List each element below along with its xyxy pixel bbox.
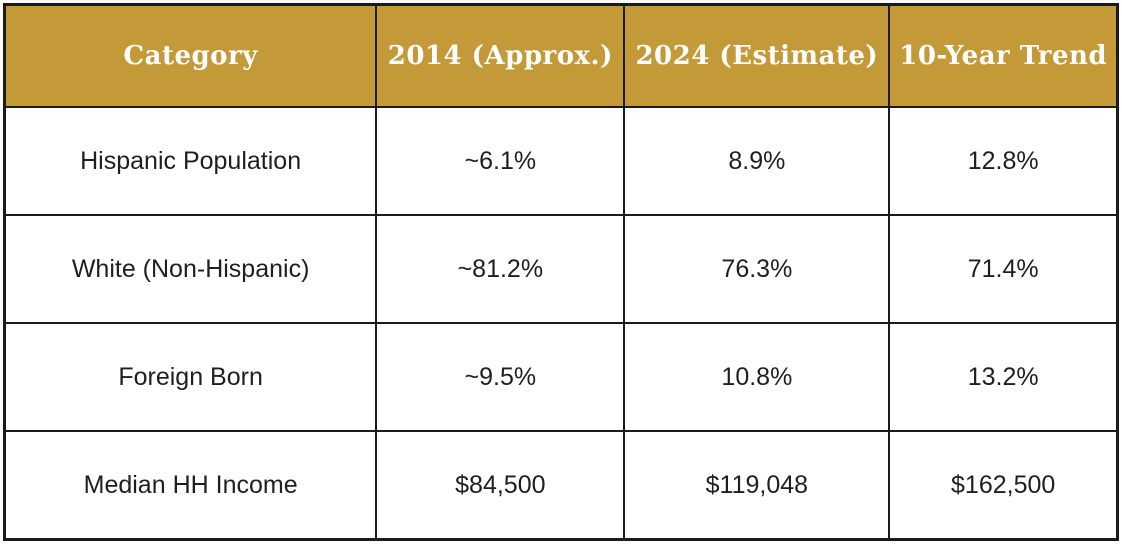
table-row: White (Non-Hispanic) ~81.2% 76.3% 71.4% <box>3 214 1119 324</box>
cell-category: White (Non-Hispanic) <box>3 214 378 324</box>
cell-category: Foreign Born <box>3 322 378 432</box>
column-header-2014: 2014 (Approx.) <box>375 3 626 108</box>
cell-trend: 71.4% <box>888 214 1119 324</box>
cell-trend: $162,500 <box>888 430 1119 541</box>
cell-trend: 12.8% <box>888 106 1119 216</box>
table-row: Hispanic Population ~6.1% 8.9% 12.8% <box>3 106 1119 216</box>
column-header-trend: 10-Year Trend <box>888 3 1119 108</box>
table-header-row: Category 2014 (Approx.) 2024 (Estimate) … <box>3 3 1119 108</box>
cell-category: Median HH Income <box>3 430 378 541</box>
column-header-2024: 2024 (Estimate) <box>623 3 891 108</box>
cell-trend: 13.2% <box>888 322 1119 432</box>
cell-2024: $119,048 <box>623 430 891 541</box>
cell-category: Hispanic Population <box>3 106 378 216</box>
cell-2014: $84,500 <box>375 430 626 541</box>
table-row: Median HH Income $84,500 $119,048 $162,5… <box>3 430 1119 541</box>
table-row: Foreign Born ~9.5% 10.8% 13.2% <box>3 322 1119 432</box>
demographics-table: Category 2014 (Approx.) 2024 (Estimate) … <box>3 3 1119 541</box>
cell-2014: ~81.2% <box>375 214 626 324</box>
cell-2024: 8.9% <box>623 106 891 216</box>
cell-2014: ~9.5% <box>375 322 626 432</box>
cell-2024: 76.3% <box>623 214 891 324</box>
column-header-category: Category <box>3 3 378 108</box>
cell-2014: ~6.1% <box>375 106 626 216</box>
cell-2024: 10.8% <box>623 322 891 432</box>
